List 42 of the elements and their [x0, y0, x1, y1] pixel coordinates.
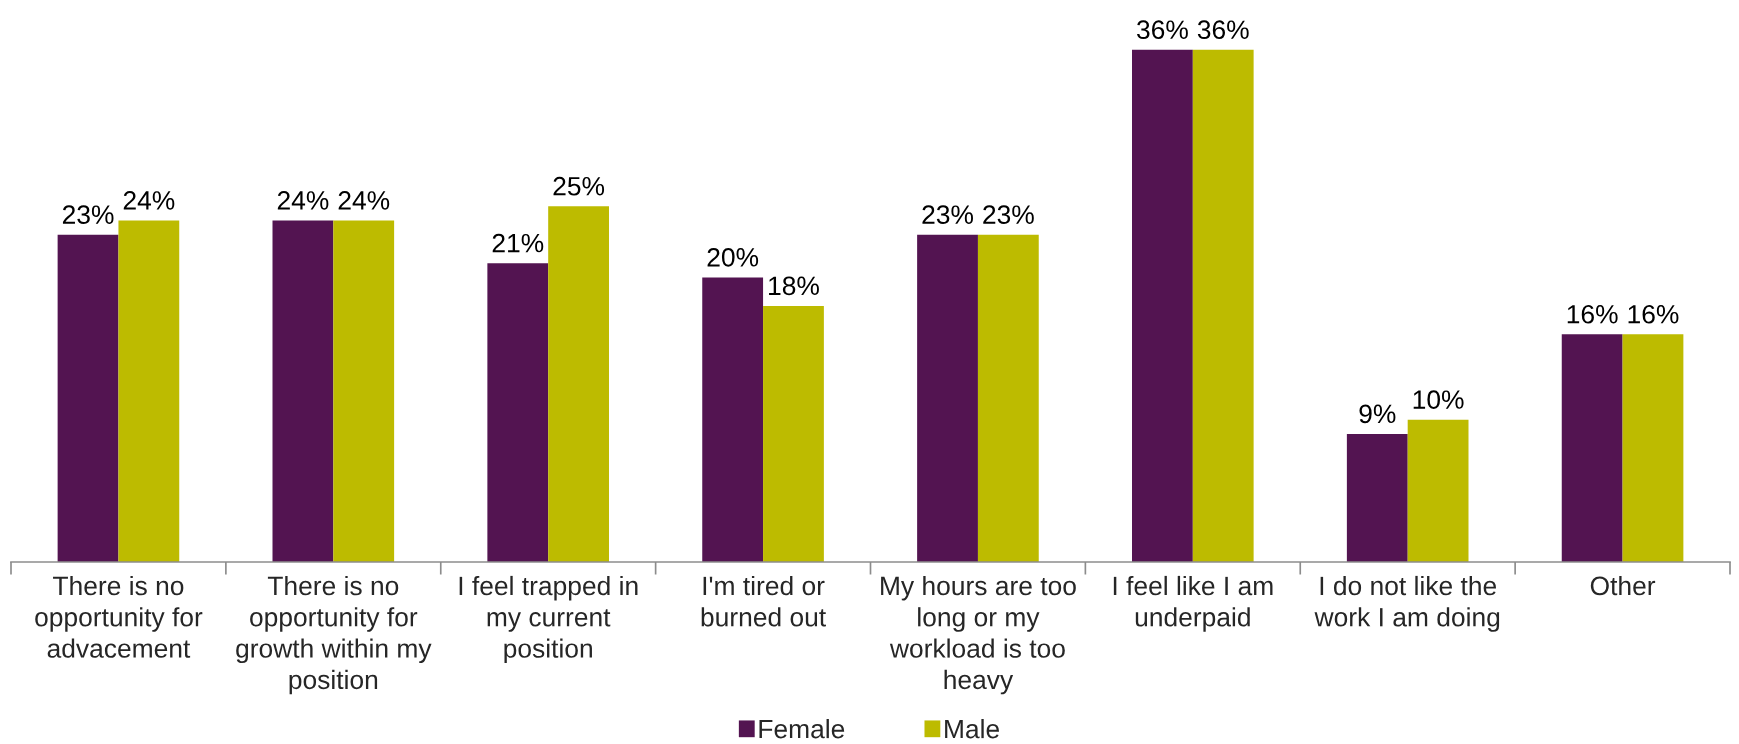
data-label: 16%: [1567, 304, 1618, 324]
data-label: 23%: [983, 205, 1034, 224]
data-label: 23%: [922, 205, 973, 224]
x-tick-label: There is no opportunity for growth within my position: [236, 575, 432, 695]
x-tick-label: My hours are too long or my workload is too heavy: [881, 575, 1076, 695]
bar: [763, 305, 824, 562]
x-tick-label: I do not like the work I am doing: [1314, 575, 1500, 632]
data-label: 20%: [707, 248, 759, 267]
data-label: 23%: [62, 205, 114, 224]
bar: [1192, 49, 1254, 562]
bar: [333, 220, 395, 562]
x-tick-label: Other: [1590, 575, 1656, 596]
bar: [118, 220, 180, 562]
bar: [1132, 49, 1193, 562]
bar: [1561, 334, 1623, 562]
data-label: 25%: [553, 176, 605, 196]
bar: [1407, 419, 1469, 562]
data-label: 18%: [769, 276, 819, 296]
x-tick-label: There is no opportunity for advacement: [35, 575, 203, 658]
data-label: 36%: [1197, 20, 1249, 40]
bar: [487, 263, 549, 562]
bar: [272, 220, 334, 562]
legend-label: Male: [945, 718, 999, 739]
bar: [1622, 334, 1684, 562]
x-tick-label: I feel like I am underpaid: [1113, 575, 1273, 632]
bar: [57, 234, 119, 562]
bar: [548, 206, 609, 562]
data-label: 24%: [123, 191, 175, 210]
x-tick-label: I feel trapped in my current position: [459, 575, 638, 664]
legend-label: Female: [759, 718, 845, 739]
data-label: 24%: [338, 191, 390, 210]
data-label: 9%: [1359, 404, 1396, 424]
data-label: 16%: [1628, 304, 1679, 324]
data-label: 10%: [1413, 390, 1464, 409]
bar: [977, 234, 1039, 562]
x-tick-label: I'm tired or burned out: [701, 575, 826, 627]
data-label: 24%: [277, 191, 329, 210]
data-label: 21%: [492, 233, 544, 253]
bar: [1346, 433, 1408, 562]
bar: [917, 234, 978, 562]
data-label: 36%: [1137, 20, 1188, 40]
bar: [702, 277, 764, 562]
